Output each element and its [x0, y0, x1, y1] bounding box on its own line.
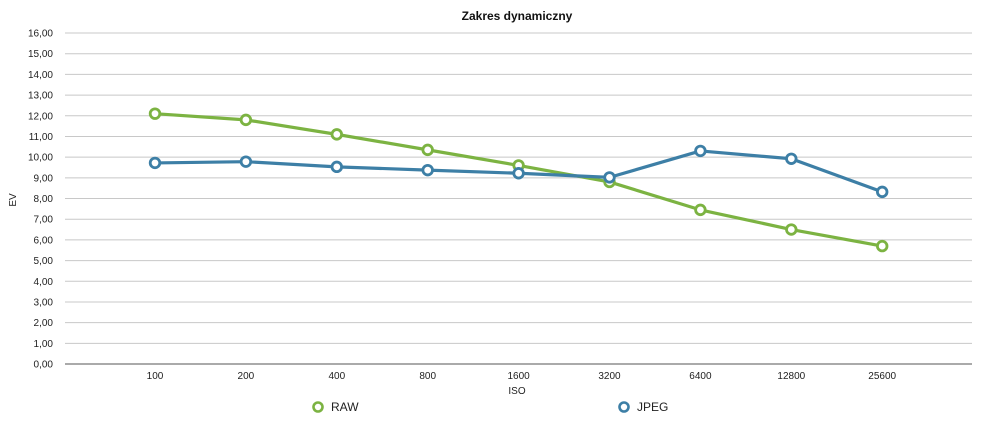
x-tick-label: 3200 — [598, 371, 621, 382]
y-tick-label: 4,00 — [34, 277, 54, 288]
y-tick-label: 3,00 — [34, 297, 54, 308]
legend-item-jpeg: JPEG — [618, 400, 668, 414]
data-point — [239, 155, 253, 168]
y-tick-label: 10,00 — [28, 153, 53, 164]
x-tick-label: 800 — [419, 371, 436, 382]
data-point — [512, 167, 525, 180]
gridlines — [65, 32, 972, 365]
y-tick-label: 15,00 — [28, 49, 53, 60]
data-point — [876, 239, 889, 253]
y-axis-title: EV — [8, 193, 19, 207]
x-tick-label: 12800 — [777, 371, 805, 382]
x-tick-label: 6400 — [689, 371, 712, 382]
data-point — [421, 143, 434, 157]
data-point — [694, 203, 707, 217]
series-line — [153, 112, 884, 248]
data-point — [421, 163, 434, 177]
x-tick-label: 25600 — [868, 371, 896, 382]
x-axis-title: ISO — [508, 386, 525, 397]
data-point — [785, 223, 798, 236]
y-tick-label: 14,00 — [28, 70, 53, 81]
y-tick-label: 12,00 — [28, 111, 53, 122]
y-tick-label: 8,00 — [34, 194, 54, 205]
legend-label: JPEG — [637, 400, 668, 414]
legend-marker — [618, 401, 630, 413]
data-point — [603, 171, 616, 184]
data-point — [785, 152, 798, 165]
y-tick-label: 7,00 — [34, 215, 54, 226]
data-point — [876, 185, 889, 199]
series-jpeg — [148, 144, 889, 199]
data-point — [330, 128, 344, 141]
y-tick-label: 9,00 — [34, 173, 54, 184]
y-tick-label: 16,00 — [28, 29, 53, 40]
chart-title: Zakres dynamiczny — [462, 9, 573, 23]
data-point — [239, 113, 253, 127]
data-point — [148, 156, 162, 170]
y-tick-label: 5,00 — [34, 256, 54, 267]
legend-item-raw: RAW — [312, 400, 359, 414]
data-point — [330, 160, 344, 174]
legend-label: RAW — [331, 400, 359, 414]
x-tick-label: 200 — [238, 371, 255, 382]
y-tick-label: 11,00 — [29, 132, 54, 143]
legend: RAW JPEG — [312, 400, 668, 414]
data-point — [148, 107, 162, 120]
y-tick-label: 0,00 — [34, 360, 54, 371]
y-tick-label: 13,00 — [28, 91, 53, 102]
data-series — [148, 107, 889, 253]
y-axis-ticks: 0,00 1,00 2,00 3,00 4,00 5,00 6,00 7,00 8,00 9,00… — [28, 29, 53, 371]
y-tick-label: 1,00 — [34, 339, 54, 350]
legend-marker — [312, 401, 324, 413]
data-point — [694, 144, 707, 158]
x-axis-ticks: 100 200 400 800 1600 3200 6400 12800 25600 — [147, 371, 897, 382]
y-tick-label: 2,00 — [34, 318, 54, 329]
x-tick-label: 400 — [328, 371, 345, 382]
y-tick-label: 6,00 — [34, 235, 54, 246]
x-tick-label: 1600 — [507, 371, 530, 382]
x-tick-label: 100 — [147, 371, 164, 382]
series-raw — [148, 107, 889, 253]
